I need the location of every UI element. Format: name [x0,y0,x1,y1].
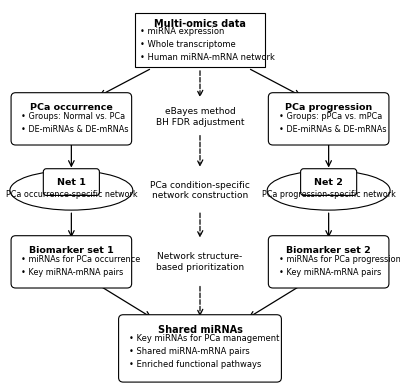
Text: • Groups: Normal vs. PCa
• DE-miRNAs & DE-mRNAs: • Groups: Normal vs. PCa • DE-miRNAs & D… [22,111,129,134]
Text: PCa progression: PCa progression [285,103,372,112]
Text: • miRNA expression
• Whole transcriptome
• Human miRNA-mRNA network: • miRNA expression • Whole transcriptome… [140,27,275,62]
Text: • miRNAs for PCa progression
• Key miRNA-mRNA pairs: • miRNAs for PCa progression • Key miRNA… [279,254,400,277]
Text: • Key miRNAs for PCa management
• Shared miRNA-mRNA pairs
• Enriched functional : • Key miRNAs for PCa management • Shared… [129,334,279,369]
Text: Biomarker set 2: Biomarker set 2 [286,246,371,255]
Text: Biomarker set 1: Biomarker set 1 [29,246,114,255]
Text: Shared miRNAs: Shared miRNAs [158,325,242,335]
FancyBboxPatch shape [301,169,357,196]
FancyBboxPatch shape [118,315,282,382]
Text: PCa occurrence-specific network: PCa occurrence-specific network [6,190,137,199]
Ellipse shape [267,171,390,210]
Text: Network structure-
based prioritization: Network structure- based prioritization [156,252,244,272]
FancyBboxPatch shape [268,236,389,288]
Text: • Groups: pPCa vs. mPCa
• DE-miRNAs & DE-mRNAs: • Groups: pPCa vs. mPCa • DE-miRNAs & DE… [279,111,386,134]
FancyBboxPatch shape [11,93,132,145]
Text: PCa condition-specific
network construction: PCa condition-specific network construct… [150,181,250,200]
Ellipse shape [10,171,133,210]
FancyBboxPatch shape [43,169,99,196]
Text: Multi-omics data: Multi-omics data [154,18,246,29]
FancyBboxPatch shape [135,13,265,67]
Text: Net 2: Net 2 [314,178,343,187]
Text: eBayes method
BH FDR adjustment: eBayes method BH FDR adjustment [156,107,244,127]
Text: PCa occurrence: PCa occurrence [30,103,113,112]
Text: PCa progression-specific network: PCa progression-specific network [262,190,396,199]
FancyBboxPatch shape [268,93,389,145]
Text: • miRNAs for PCa occurrence
• Key miRNA-mRNA pairs: • miRNAs for PCa occurrence • Key miRNA-… [22,254,141,277]
Text: Net 1: Net 1 [57,178,86,187]
FancyBboxPatch shape [11,236,132,288]
